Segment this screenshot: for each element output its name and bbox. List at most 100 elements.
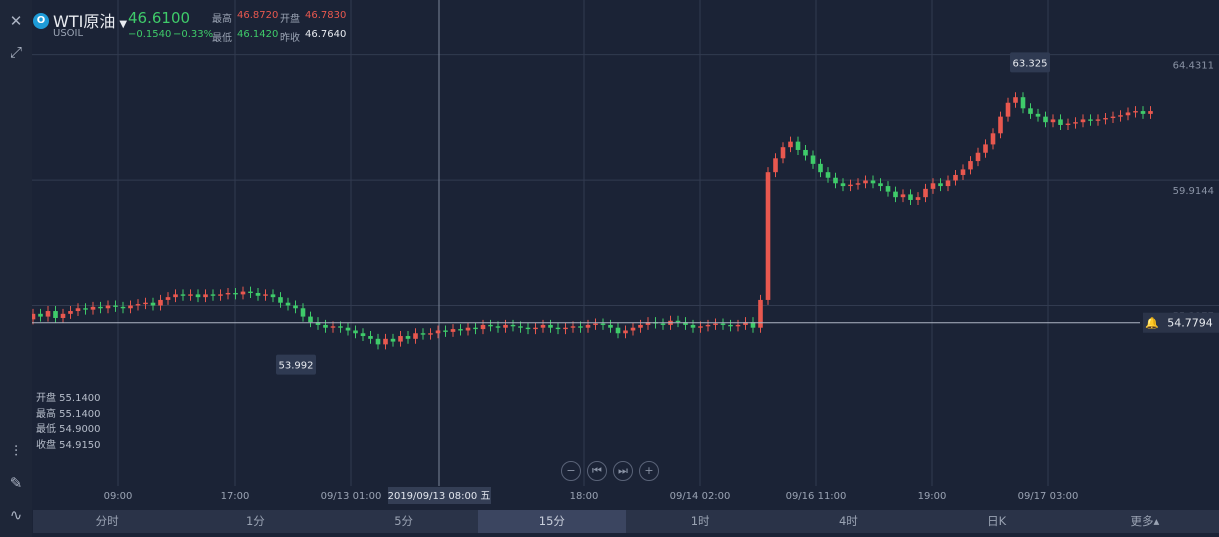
candle-body xyxy=(533,327,538,330)
candle-body xyxy=(488,324,493,327)
candle-body xyxy=(450,329,456,332)
zoom-out-icon[interactable]: − xyxy=(561,461,581,481)
x-tick-label: 09/17 03:00 xyxy=(1018,491,1079,502)
candle-body xyxy=(1148,111,1153,114)
candle-body xyxy=(810,155,816,164)
candle-body xyxy=(390,338,396,342)
y-tick-label: 64.4311 xyxy=(1173,61,1214,72)
skip-end-icon[interactable]: ⏭ xyxy=(613,461,633,481)
symbol-selector[interactable]: WTI原油 ▼ xyxy=(53,8,127,32)
candle-body xyxy=(638,324,643,328)
candle-body xyxy=(1050,119,1056,123)
crosshair-time-label: 2019/09/13 08:00 五 xyxy=(388,491,491,502)
tab-timeframe-7[interactable]: 更多▴ xyxy=(1130,514,1160,528)
max_marker-label: 63.325 xyxy=(1013,58,1048,69)
expand-icon[interactable]: ⤢ xyxy=(9,43,22,61)
draw-pen-icon[interactable]: ✎ xyxy=(9,474,23,492)
candle-body xyxy=(593,323,598,325)
candle-body xyxy=(855,183,861,185)
candle-body xyxy=(600,323,606,325)
tab-timeframe-1[interactable]: 1分 xyxy=(245,514,265,528)
candle-body xyxy=(683,322,688,325)
tab-timeframe-3[interactable]: 15分 xyxy=(477,510,626,533)
prev-close-value: 46.7640 xyxy=(305,29,347,40)
price-change: −0.1540 xyxy=(128,29,172,40)
candle-body xyxy=(563,327,568,330)
candle-body xyxy=(510,324,516,327)
candle-body xyxy=(615,327,621,334)
candle-body xyxy=(803,149,808,156)
candle-body xyxy=(45,311,51,317)
candle-body xyxy=(818,163,823,173)
candle-body xyxy=(158,299,163,306)
candle-body xyxy=(788,141,793,148)
last-price: 46.6100 xyxy=(128,9,191,27)
indicator-icon[interactable]: ⫶ xyxy=(14,442,18,460)
candle-body xyxy=(1110,116,1116,119)
tab-timeframe-0[interactable]: 分时 xyxy=(95,514,119,528)
open-label: 开盘 xyxy=(280,14,300,25)
low-value: 46.1420 xyxy=(237,29,279,40)
candle-body xyxy=(105,305,111,309)
close-icon[interactable]: ✕ xyxy=(9,12,23,30)
candle-body xyxy=(263,294,268,296)
candle-body xyxy=(540,324,546,328)
candle-body xyxy=(840,183,846,187)
candle-body xyxy=(413,333,418,339)
candle-body xyxy=(345,327,351,331)
tab-timeframe-6[interactable]: 日K xyxy=(987,514,1007,528)
x-tick-label: 19:00 xyxy=(918,491,947,502)
candle-body xyxy=(900,194,906,198)
candle-body xyxy=(195,294,201,298)
left-toolbar: ✕ ⤢ ⫶ ✎ ∿ xyxy=(0,0,32,537)
tab-timeframe-2[interactable]: 5分 xyxy=(394,514,414,528)
candle-body xyxy=(405,336,411,339)
tab-timeframe-5[interactable]: 4时 xyxy=(838,514,858,528)
symbol-code: USOIL xyxy=(53,28,84,39)
candle-body xyxy=(293,305,298,309)
prev-close-label: 昨收 xyxy=(280,33,300,44)
candle-body xyxy=(278,297,283,303)
x-tick-label: 18:00 xyxy=(570,491,599,502)
candle-body xyxy=(885,186,891,192)
candle-body xyxy=(240,291,246,295)
symbol-name: WTI原油 xyxy=(53,12,116,31)
candle-body xyxy=(1118,115,1123,117)
candle-body xyxy=(705,324,711,327)
candle-body xyxy=(758,299,763,328)
candle-body xyxy=(1095,119,1101,121)
candle-body xyxy=(780,147,786,159)
candle-body xyxy=(98,306,103,309)
candle-body xyxy=(833,177,838,184)
x-tick-label: 09/14 02:00 xyxy=(670,491,731,502)
candle-body xyxy=(503,324,508,328)
candle-body xyxy=(743,322,748,325)
candle-body xyxy=(728,324,733,327)
candle-body xyxy=(893,191,898,198)
candle-body xyxy=(233,292,238,295)
candle-body xyxy=(795,141,801,150)
candle-body xyxy=(323,324,328,328)
candle-body xyxy=(495,326,501,328)
line-tool-icon[interactable]: ∿ xyxy=(9,506,23,524)
candle-body xyxy=(675,320,681,323)
ohlc-high: 最高 55.1400 xyxy=(36,408,101,420)
candle-body xyxy=(945,180,951,187)
candle-body xyxy=(1058,119,1063,125)
candle-body xyxy=(203,294,208,298)
candle-body xyxy=(173,294,178,298)
candle-body xyxy=(1140,111,1146,114)
candle-body xyxy=(285,302,291,306)
candle-body xyxy=(68,311,73,314)
crosshair-time-box xyxy=(388,487,491,504)
candle-body xyxy=(870,180,876,184)
candle-body xyxy=(623,330,628,334)
current-price-box xyxy=(1143,312,1219,333)
candle-body xyxy=(428,333,433,335)
skip-start-icon[interactable]: ⏮ xyxy=(587,461,607,481)
candle-body xyxy=(60,313,66,318)
zoom-in-icon[interactable]: + xyxy=(639,461,659,481)
tab-timeframe-4[interactable]: 1时 xyxy=(690,514,710,528)
